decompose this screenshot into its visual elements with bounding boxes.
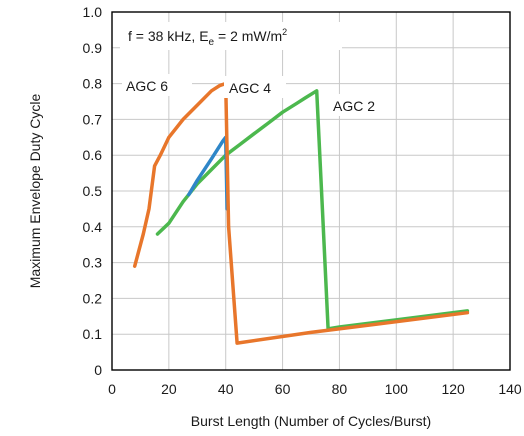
series-line-agc-6 <box>132 81 470 345</box>
y-tick-label: 1.0 <box>83 4 103 20</box>
y-tick-label: 0.1 <box>83 326 103 342</box>
x-axis-label: Burst Length (Number of Cycles/Burst) <box>191 413 431 429</box>
y-axis-label: Maximum Envelope Duty Cycle <box>27 94 43 289</box>
series-lines <box>132 81 470 345</box>
plot-frame <box>111 11 511 371</box>
label-bg-agc6 <box>122 74 192 96</box>
y-tick-label: 0.9 <box>83 40 103 56</box>
y-tick-label: 0.3 <box>83 255 103 271</box>
label-bg-agc4 <box>224 76 286 98</box>
x-tick-label: 0 <box>108 381 116 397</box>
x-tick-label: 60 <box>275 381 291 397</box>
series-line-agc-2 <box>155 89 470 331</box>
label-agc4: AGC 4 <box>229 80 271 96</box>
x-tick-label: 40 <box>218 381 234 397</box>
y-tick-label: 0.4 <box>83 219 103 235</box>
annotation-text: f = 38 kHz, Ee = 2 mW/m2 <box>128 27 287 48</box>
y-tick-labels: 0 0.1 0.2 0.3 0.4 0.5 0.6 0.7 0.8 0.9 1.0 <box>83 4 103 378</box>
y-tick-label: 0 <box>94 362 102 378</box>
label-bg-agc2 <box>328 94 392 116</box>
x-tick-label: 20 <box>161 381 177 397</box>
y-tick-label: 0.2 <box>83 290 103 306</box>
annotation-box <box>120 22 342 50</box>
y-tick-label: 0.8 <box>83 76 103 92</box>
x-tick-label: 140 <box>498 381 522 397</box>
x-tick-label: 80 <box>332 381 348 397</box>
y-tick-label: 0.5 <box>83 183 103 199</box>
y-tick-label: 0.6 <box>83 147 103 163</box>
gridlines <box>112 12 510 370</box>
x-tick-labels: 0 20 40 60 80 100 120 140 <box>108 381 522 397</box>
x-tick-label: 100 <box>385 381 409 397</box>
x-tick-label: 120 <box>441 381 465 397</box>
y-tick-label: 0.7 <box>83 111 103 127</box>
label-agc6: AGC 6 <box>126 78 168 94</box>
label-agc2: AGC 2 <box>333 98 375 114</box>
